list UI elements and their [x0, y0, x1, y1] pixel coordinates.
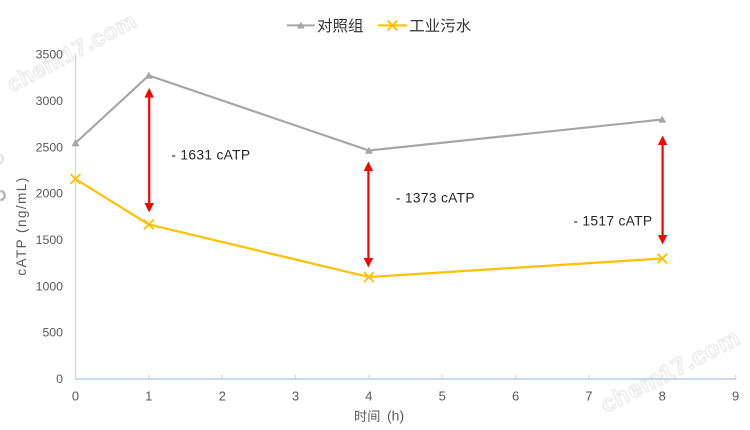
- svg-text:500: 500: [42, 326, 63, 340]
- svg-text:- 1373 cATP: - 1373 cATP: [396, 191, 475, 206]
- svg-text:1500: 1500: [36, 233, 64, 247]
- svg-text:5: 5: [439, 388, 446, 403]
- svg-text:(h): (h): [387, 408, 404, 424]
- svg-text:2000: 2000: [36, 187, 64, 201]
- svg-text:9: 9: [732, 388, 739, 403]
- svg-text:1: 1: [145, 388, 152, 403]
- svg-text:3000: 3000: [36, 94, 64, 108]
- svg-text:3500: 3500: [36, 48, 64, 62]
- svg-text:0: 0: [72, 388, 79, 403]
- svg-text:7: 7: [585, 388, 592, 403]
- svg-text:3: 3: [292, 388, 299, 403]
- svg-text:cATP (ng/mL): cATP (ng/mL): [14, 176, 29, 275]
- svg-text:2500: 2500: [36, 140, 64, 154]
- svg-text:0: 0: [56, 372, 63, 386]
- svg-text:2: 2: [219, 388, 226, 403]
- svg-text:8: 8: [659, 388, 666, 403]
- svg-text:1000: 1000: [36, 279, 64, 293]
- svg-text:4: 4: [365, 388, 372, 403]
- svg-text:- 1517 cATP: - 1517 cATP: [573, 214, 652, 229]
- svg-text:- 1631 cATP: - 1631 cATP: [171, 147, 250, 162]
- svg-text:6: 6: [512, 388, 519, 403]
